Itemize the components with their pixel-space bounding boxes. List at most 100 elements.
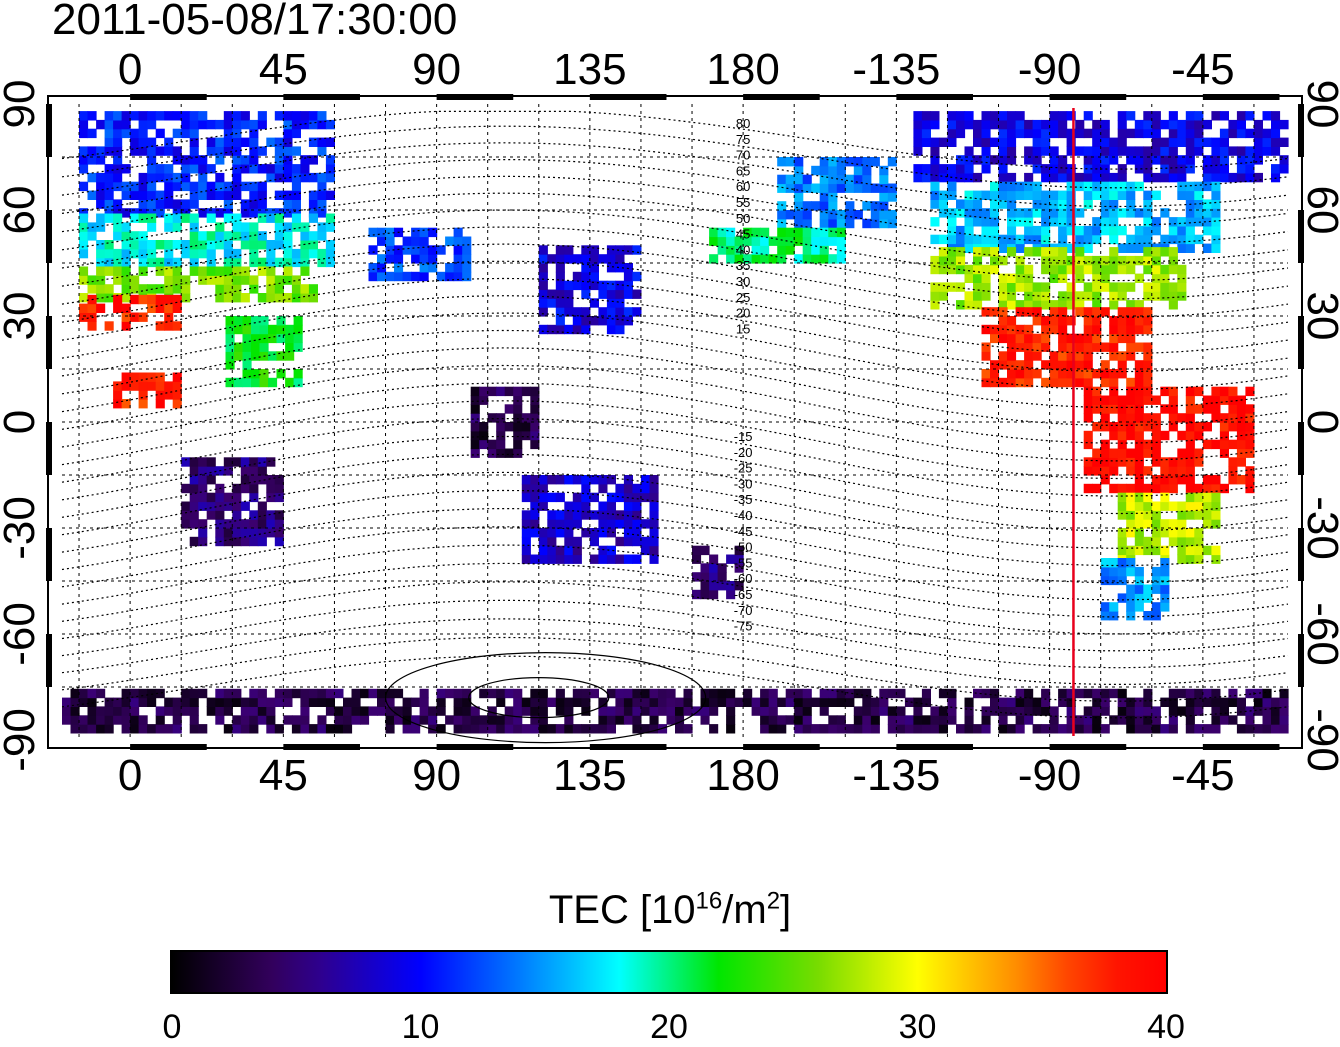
tec-cell [402,724,412,734]
tec-cell [1126,386,1136,397]
tec-cell [1049,164,1059,174]
tec-cell [1100,264,1110,275]
tec-cell [1041,300,1051,310]
tec-cell [921,111,931,121]
tec-cell [240,275,250,285]
tec-cell [155,715,165,725]
tec-cell [1253,172,1263,183]
tec-cell [1109,190,1119,200]
tec-cell [802,697,812,707]
tec-cell [1109,386,1119,397]
tec-cell [234,377,244,388]
tec-cell [242,324,252,335]
tec-cell [223,257,233,268]
tec-cell [1109,688,1119,699]
tec-cell [760,688,770,699]
tec-cell [709,581,719,591]
tec-cell [802,174,812,185]
tec-cell [1185,190,1195,200]
tec-cell [1109,146,1119,156]
tec-cell [1117,190,1127,200]
tec-region-11 [692,545,744,600]
tec-cell [1007,181,1017,192]
tec-cell [947,128,957,139]
tec-cell [172,303,182,313]
tec-cell [853,183,863,193]
tec-cell [998,706,1008,716]
tec-cell [938,706,948,716]
tec-cell [1219,439,1229,450]
tec-cell [1058,307,1068,317]
tec-cell [1168,137,1178,147]
tec-cell [1151,430,1161,441]
tec-cell [598,724,608,734]
tec-cell [266,475,276,485]
tec-cell [1083,264,1093,275]
x-tick-label-top: 180 [706,45,779,94]
x-tick-label-bottom: 90 [412,751,461,800]
tec-cell [104,128,114,139]
tec-cell [862,201,872,211]
tec-cell [513,395,523,405]
tec-cell [947,111,957,121]
tec-cell [1202,164,1212,174]
tec-cell [225,333,235,344]
tec-cell [1253,706,1263,716]
frame-scale-left [46,210,52,263]
tec-region-20 [1100,558,1170,621]
tec-cell [794,218,804,229]
tec-cell [828,201,838,211]
tec-cell [777,254,787,264]
tec-cell [274,519,284,529]
tec-cell [147,697,157,707]
tec-cell [87,146,97,156]
tec-cell [368,263,378,273]
tec-cell [1083,234,1093,245]
tec-cell [1092,128,1102,139]
tec-cell [1015,706,1025,716]
tec-cell [555,706,565,716]
tec-cell [1143,217,1153,227]
tec-cell [240,111,250,121]
tec-cell [504,715,514,725]
tec-cell [300,688,310,699]
tec-cell [555,492,565,503]
tec-cell [1245,128,1255,139]
tec-cell [1151,575,1161,586]
tec-cell [249,137,259,147]
tec-cell [598,254,608,264]
tec-cell [1253,146,1263,156]
tec-cell [257,199,267,209]
colorbar-tick-label: 0 [162,1008,182,1046]
tec-cell [1024,360,1034,370]
tec-cell [79,111,89,121]
tec-cell [964,300,974,310]
tec-cell [215,240,225,250]
tec-cell [325,172,335,183]
tec-cell [1262,724,1272,734]
tec-cell [615,715,625,725]
tec-cell [530,688,540,699]
tec-cell [147,724,157,734]
tec-cell [206,231,216,241]
tec-cell [1134,377,1144,388]
tec-cell [479,724,489,734]
tec-region-15 [930,181,1221,253]
tec-cell [1066,225,1076,236]
mlat-label: 45 [736,227,750,242]
tec-cell [862,724,872,734]
tec-cell [155,257,165,268]
tec-cell [181,501,191,511]
tec-cell [1202,724,1212,734]
tec-cell [419,697,429,707]
tec-cell [564,706,574,716]
tec-cell [1151,155,1161,165]
tec-cell [225,324,235,335]
tec-cell [1185,466,1195,476]
tec-cell [981,155,991,165]
tec-cell [300,248,310,259]
tec-cell [1007,199,1017,209]
tec-cell [1185,155,1195,165]
tec-cell [1211,208,1221,218]
tec-cell [658,697,668,707]
